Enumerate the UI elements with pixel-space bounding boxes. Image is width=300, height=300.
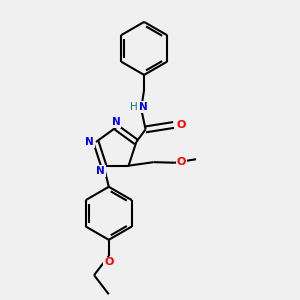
Text: H: H — [130, 102, 138, 112]
Text: N: N — [96, 166, 105, 176]
Text: O: O — [177, 157, 186, 167]
Text: N: N — [85, 137, 94, 147]
Text: N: N — [112, 117, 121, 127]
Text: N: N — [139, 102, 148, 112]
Text: O: O — [104, 257, 113, 268]
Text: O: O — [176, 120, 186, 130]
